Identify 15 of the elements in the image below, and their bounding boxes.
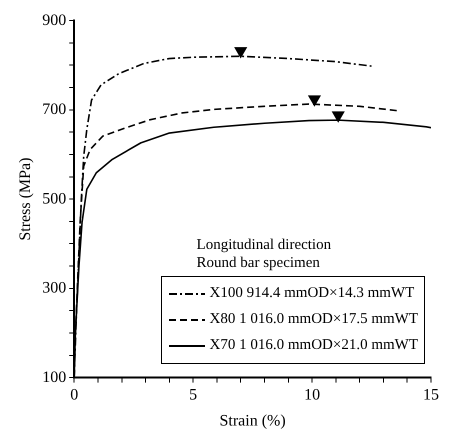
y-tick-label: 500 [42, 190, 66, 208]
legend-label: X70 1 016.0 mmOD×21.0 mmWT [210, 337, 418, 354]
y-tick-label: 100 [42, 368, 66, 386]
x-tick-label: 5 [189, 386, 198, 404]
x-tick-label: 0 [70, 386, 78, 404]
x-tick-label: 10 [304, 386, 320, 404]
y-tick-label: 300 [42, 280, 66, 297]
y-axis-title: Stress (MPa) [16, 158, 34, 241]
legend-label: X100 914.4 mmOD×14.3 mmWT [210, 285, 414, 302]
x-axis-title: Strain (%) [220, 412, 286, 430]
legend-label: X80 1 016.0 mmOD×17.5 mmWT [210, 311, 418, 328]
y-tick-label: 900 [42, 12, 66, 29]
x-tick-label: 15 [423, 386, 439, 404]
legend-title: Longitudinal direction Round bar specimen [196, 236, 332, 272]
y-tick-label: 700 [42, 101, 66, 118]
